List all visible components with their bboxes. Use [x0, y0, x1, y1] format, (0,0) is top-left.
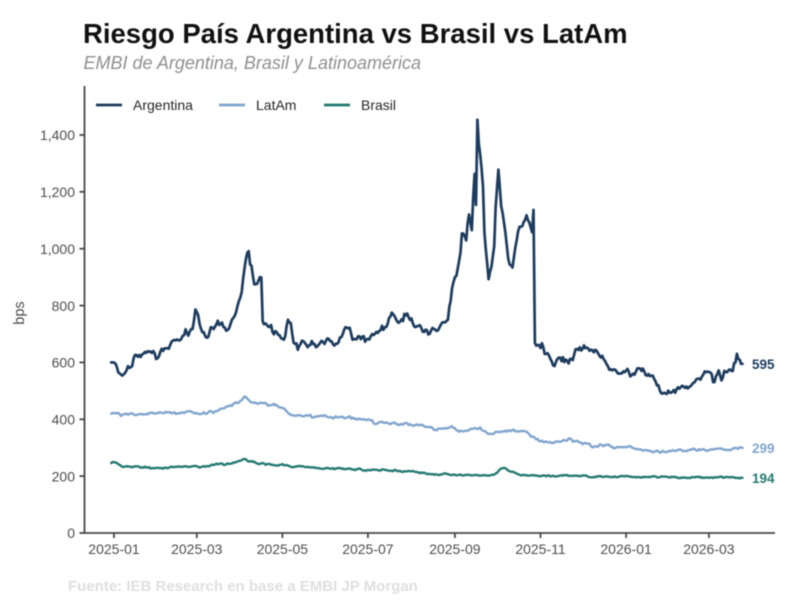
svg-text:2025-09: 2025-09 — [429, 541, 481, 557]
svg-text:bps: bps — [12, 301, 28, 324]
svg-text:2025-03: 2025-03 — [171, 541, 223, 557]
svg-text:200: 200 — [52, 468, 76, 484]
svg-text:Argentina: Argentina — [133, 97, 193, 113]
svg-text:194: 194 — [752, 471, 775, 486]
svg-text:400: 400 — [52, 412, 76, 428]
svg-text:299: 299 — [752, 441, 775, 456]
svg-text:595: 595 — [752, 357, 775, 372]
svg-text:800: 800 — [52, 298, 76, 314]
svg-text:600: 600 — [52, 355, 76, 371]
svg-text:2025-11: 2025-11 — [515, 541, 566, 557]
svg-text:2025-05: 2025-05 — [257, 541, 309, 557]
svg-text:Brasil: Brasil — [361, 97, 396, 113]
svg-text:0: 0 — [67, 525, 75, 541]
svg-text:2025-07: 2025-07 — [342, 541, 394, 557]
svg-text:2026-01: 2026-01 — [600, 541, 652, 557]
svg-text:1,000: 1,000 — [40, 241, 75, 257]
svg-text:1,400: 1,400 — [40, 127, 75, 143]
svg-text:LatAm: LatAm — [256, 97, 296, 113]
svg-text:2026-03: 2026-03 — [683, 541, 735, 557]
svg-text:1,200: 1,200 — [40, 184, 75, 200]
svg-text:2025-01: 2025-01 — [88, 541, 140, 557]
